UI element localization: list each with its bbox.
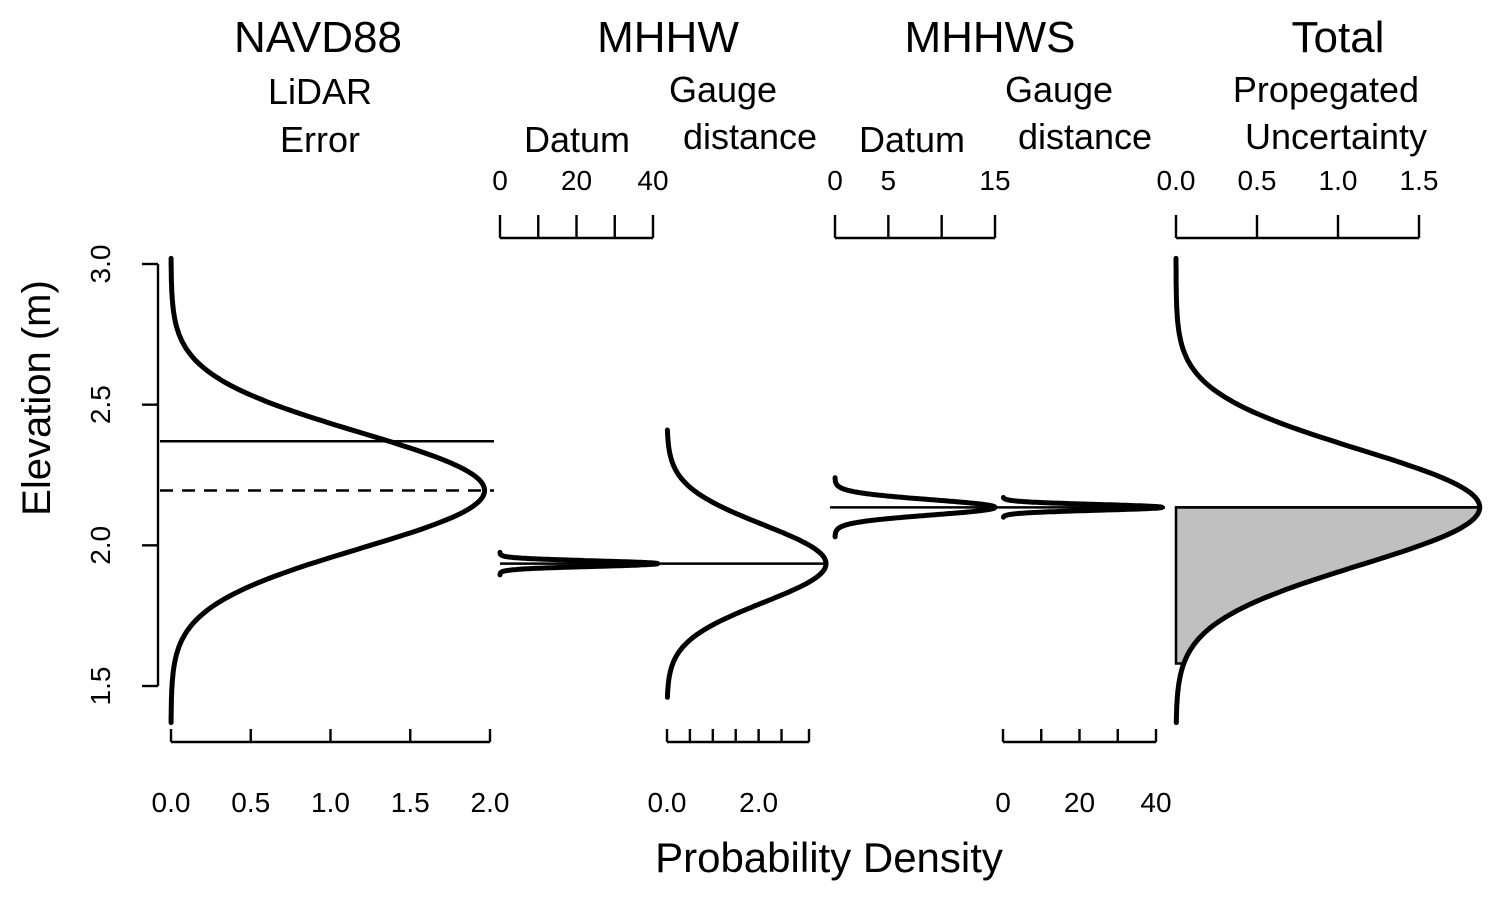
axis-tick-label: 0 xyxy=(995,787,1011,818)
label-mhhw-datum: Datum xyxy=(524,119,630,160)
axes-layer: 1.5 2.0 2.5 3.0 0.0 0.5 1.0 1.5 2.0 0 20 40 0.0 2.0 0 5… xyxy=(85,165,1438,818)
label-mhhws-distance: distance xyxy=(1018,116,1152,157)
axis-tick-label: 2.0 xyxy=(739,787,778,818)
axis-tick-label: 0.0 xyxy=(1157,165,1196,196)
density-curve-3-0 xyxy=(1173,255,1483,726)
axis-tick-label: 40 xyxy=(1140,787,1171,818)
label-lidar: LiDAR xyxy=(268,71,372,112)
axis-tick-label: 0 xyxy=(492,165,508,196)
y-axis-tick-label: 1.5 xyxy=(85,667,116,706)
axis-tick-label: 20 xyxy=(561,165,592,196)
label-mhhws-datum: Datum xyxy=(859,119,965,160)
title-mhhws: MHHWS xyxy=(904,13,1075,62)
title-navd88: NAVD88 xyxy=(234,13,402,62)
x-axis-label: Probability Density xyxy=(655,834,1003,881)
axis-tick-label: 15 xyxy=(979,165,1010,196)
label-mhhws-gauge: Gauge xyxy=(1005,69,1113,110)
axis-tick-label: 0.0 xyxy=(648,787,687,818)
axis-tick-label: 5 xyxy=(881,165,897,196)
shaded-region-layer xyxy=(1174,506,1482,665)
y-axis-tick-label: 2.5 xyxy=(85,385,116,424)
shaded-probability-area xyxy=(1174,506,1482,665)
series-labels: LiDAR Error Datum Gauge distance Datum G… xyxy=(268,69,1427,160)
axis-tick-label: 0.5 xyxy=(231,787,270,818)
label-propegated: Propegated xyxy=(1233,69,1419,110)
y-axis-label: Elevation (m) xyxy=(15,280,59,516)
y-axis-tick-label: 2.0 xyxy=(85,526,116,565)
axis-tick-label: 1.0 xyxy=(1319,165,1358,196)
label-uncertainty: Uncertainty xyxy=(1245,116,1427,157)
panel-titles: NAVD88 MHHW MHHWS Total xyxy=(234,13,1384,62)
y-axis-tick-label: 3.0 xyxy=(85,245,116,284)
axis-tick-label: 2.0 xyxy=(471,787,510,818)
label-error: Error xyxy=(280,119,360,160)
axis-tick-label: 0 xyxy=(827,165,843,196)
label-mhhw-distance: distance xyxy=(683,116,817,157)
reference-lines-layer xyxy=(160,439,1480,565)
axis-tick-label: 20 xyxy=(1064,787,1095,818)
density-curve-0-0 xyxy=(168,255,488,726)
axis-tick-label: 1.5 xyxy=(1400,165,1439,196)
label-mhhw-gauge: Gauge xyxy=(669,69,777,110)
axis-tick-label: 0.0 xyxy=(152,787,191,818)
title-mhhw: MHHW xyxy=(597,13,739,62)
axis-tick-label: 0.5 xyxy=(1238,165,1277,196)
axis-tick-label: 40 xyxy=(637,165,668,196)
axis-tick-label: 1.0 xyxy=(311,787,350,818)
axis-tick-label: 1.5 xyxy=(391,787,430,818)
title-total: Total xyxy=(1292,13,1385,62)
